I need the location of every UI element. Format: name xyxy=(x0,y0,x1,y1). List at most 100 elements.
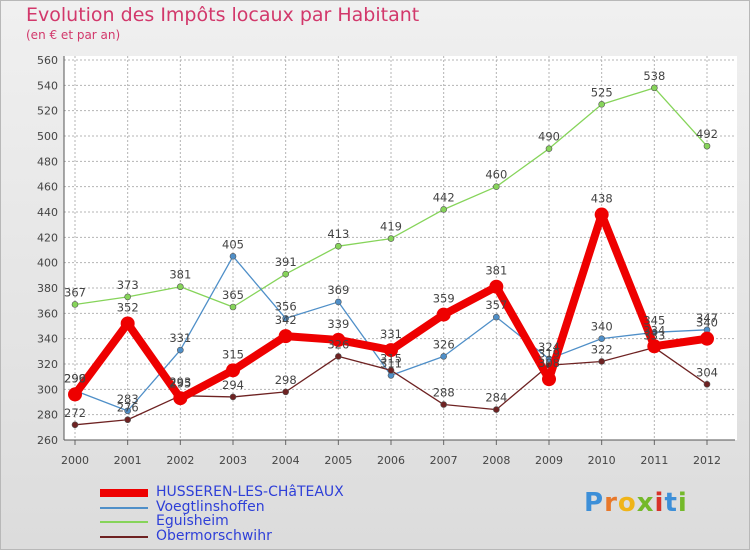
y-tick-label: 560 xyxy=(37,54,58,67)
y-tick-label: 260 xyxy=(37,434,58,447)
x-tick-label: 2001 xyxy=(114,454,142,467)
x-tick-label: 2010 xyxy=(588,454,616,467)
data-point xyxy=(651,84,658,92)
x-tick-label: 2008 xyxy=(482,454,510,467)
data-point xyxy=(71,421,79,429)
legend-swatch xyxy=(100,535,148,538)
x-tick-label: 2012 xyxy=(693,454,721,467)
data-point xyxy=(282,315,289,322)
data-label: 369 xyxy=(327,283,349,297)
data-point xyxy=(387,235,395,242)
y-tick-label: 440 xyxy=(37,206,58,219)
data-point xyxy=(598,101,605,108)
data-label: 315 xyxy=(380,351,402,365)
data-label: 294 xyxy=(222,378,244,392)
data-label: 283 xyxy=(117,392,139,406)
data-label: 315 xyxy=(222,347,244,361)
data-label: 326 xyxy=(433,337,455,351)
data-label: 322 xyxy=(591,342,613,356)
data-point xyxy=(229,393,237,401)
data-point xyxy=(493,406,500,413)
y-tick-label: 380 xyxy=(37,282,58,295)
data-point xyxy=(436,307,451,322)
y-tick-label: 340 xyxy=(37,333,58,346)
data-label: 442 xyxy=(433,190,455,204)
data-point xyxy=(229,303,237,311)
data-label: 319 xyxy=(538,346,560,360)
data-point xyxy=(335,298,342,306)
data-label: 295 xyxy=(169,377,191,391)
data-point xyxy=(120,316,135,331)
logo-letter: t xyxy=(664,488,678,518)
logo-letter: r xyxy=(604,488,618,518)
data-point xyxy=(68,387,82,402)
legend-label: Eguisheim xyxy=(156,513,229,529)
data-label: 340 xyxy=(696,316,718,330)
data-point xyxy=(542,372,556,387)
data-label: 373 xyxy=(117,278,139,292)
data-label: 326 xyxy=(327,337,349,351)
proxiti-logo: Proxiti xyxy=(584,488,688,518)
data-label: 367 xyxy=(64,285,86,299)
y-tick-label: 300 xyxy=(37,383,58,396)
data-point xyxy=(703,142,711,150)
legend-swatch xyxy=(100,506,148,509)
data-point xyxy=(440,353,447,360)
data-label: 492 xyxy=(696,127,718,141)
data-label: 296 xyxy=(64,371,86,385)
data-point xyxy=(177,283,184,291)
data-label: 342 xyxy=(275,313,297,327)
data-point xyxy=(384,343,398,358)
data-label: 460 xyxy=(485,168,507,182)
data-point xyxy=(177,346,184,354)
x-tick-label: 2011 xyxy=(640,454,668,467)
data-label: 490 xyxy=(538,130,560,144)
data-point xyxy=(282,270,289,278)
data-label: 272 xyxy=(64,406,86,420)
legend-swatch xyxy=(100,521,148,523)
data-point xyxy=(493,313,500,321)
legend-label: Voegtlinshoffen xyxy=(156,498,265,515)
data-label: 419 xyxy=(380,220,402,234)
data-point xyxy=(124,416,131,424)
legend-swatch xyxy=(100,489,148,497)
data-label: 405 xyxy=(222,237,244,251)
data-point xyxy=(335,353,342,360)
data-label: 284 xyxy=(485,391,507,405)
data-label: 365 xyxy=(222,288,244,302)
data-label: 356 xyxy=(275,299,297,313)
y-tick-label: 480 xyxy=(37,155,58,168)
data-point xyxy=(387,367,395,374)
logo-letter: i xyxy=(677,488,688,518)
data-point xyxy=(489,279,504,294)
data-label: 359 xyxy=(433,292,455,306)
data-label: 308 xyxy=(538,356,560,370)
data-point xyxy=(71,301,79,308)
data-point xyxy=(173,391,188,406)
data-point xyxy=(440,401,447,408)
data-label: 331 xyxy=(380,327,402,341)
x-tick-label: 2006 xyxy=(377,454,405,467)
data-point xyxy=(226,363,240,378)
data-point xyxy=(545,145,553,152)
data-label: 298 xyxy=(275,373,297,387)
chart-subtitle: (en € et par an) xyxy=(26,28,121,42)
data-label: 381 xyxy=(169,268,191,282)
data-point xyxy=(331,332,346,347)
data-point xyxy=(594,207,609,222)
data-point xyxy=(440,206,447,213)
data-label: 347 xyxy=(696,311,718,325)
x-tick-label: 2009 xyxy=(535,454,563,467)
logo-letter: P xyxy=(584,488,605,518)
data-label: 538 xyxy=(643,69,665,83)
x-tick-label: 2002 xyxy=(166,454,194,467)
data-point xyxy=(493,183,500,190)
data-point xyxy=(598,335,605,342)
data-label: 525 xyxy=(591,85,613,99)
data-label: 288 xyxy=(433,386,455,400)
y-tick-label: 280 xyxy=(37,409,58,422)
y-tick-label: 400 xyxy=(37,257,58,270)
data-label: 357 xyxy=(485,298,507,312)
data-label: 293 xyxy=(169,375,191,389)
